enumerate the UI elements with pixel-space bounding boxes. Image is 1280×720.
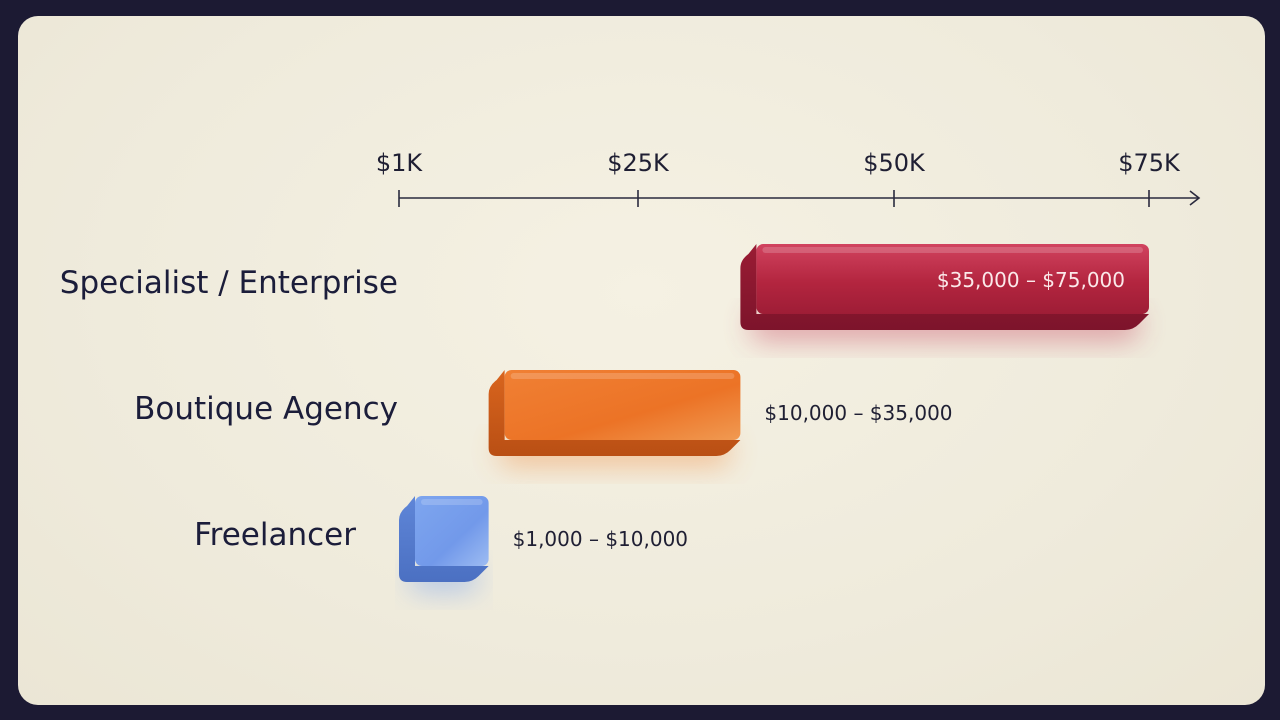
chart-card: $1K $25K $50K $75K Specialist / Enterprise $3… (18, 16, 1265, 705)
bar-freelancer-side (399, 496, 489, 582)
x-axis-arrow (1189, 190, 1201, 206)
category-label: Boutique Agency (134, 391, 398, 427)
range-label: $10,000 – $35,000 (764, 401, 952, 425)
x-axis-tick-label: $50K (863, 149, 926, 177)
x-axis-tick-label: $1K (376, 149, 424, 177)
category-label: Freelancer (194, 517, 356, 553)
x-axis-tick-label: $25K (607, 149, 670, 177)
bar-boutique-agency-side (488, 370, 741, 456)
price-range-chart: $1K $25K $50K $75K Specialist / Enterprise $3… (60, 149, 1201, 592)
bar-boutique-agency (504, 370, 741, 440)
bar-highlight (762, 247, 1143, 253)
bar-freelancer (415, 496, 489, 566)
bar-specialist-enterprise-side (740, 244, 1149, 330)
bar-highlight (510, 373, 735, 379)
range-label: $35,000 – $75,000 (937, 268, 1125, 292)
x-axis-tick-label: $75K (1118, 149, 1181, 177)
category-label: Specialist / Enterprise (60, 265, 398, 301)
range-label: $1,000 – $10,000 (513, 527, 688, 551)
bar-highlight (421, 499, 483, 505)
bar-specialist-enterprise (756, 244, 1149, 314)
